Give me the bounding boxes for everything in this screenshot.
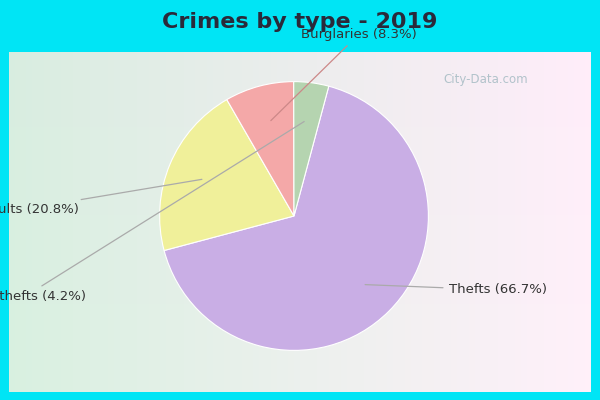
Text: City-Data.com: City-Data.com	[443, 74, 528, 86]
Text: Burglaries (8.3%): Burglaries (8.3%)	[271, 28, 416, 121]
Wedge shape	[294, 82, 329, 216]
Text: Auto thefts (4.2%): Auto thefts (4.2%)	[0, 122, 304, 303]
Wedge shape	[160, 100, 294, 250]
Text: Assaults (20.8%): Assaults (20.8%)	[0, 179, 202, 216]
Text: Crimes by type - 2019: Crimes by type - 2019	[163, 12, 437, 32]
Wedge shape	[227, 82, 294, 216]
Wedge shape	[164, 86, 428, 350]
Text: Thefts (66.7%): Thefts (66.7%)	[365, 284, 547, 296]
